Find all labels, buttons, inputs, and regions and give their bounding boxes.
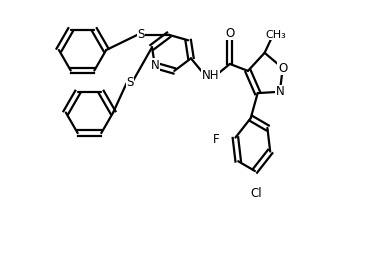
Text: F: F (213, 133, 219, 146)
Text: CH₃: CH₃ (265, 30, 286, 40)
Text: N: N (151, 59, 159, 72)
Text: Cl: Cl (251, 187, 262, 200)
Text: O: O (225, 27, 234, 40)
Text: S: S (126, 76, 134, 88)
Text: S: S (137, 28, 145, 41)
Text: N: N (276, 85, 284, 98)
Text: NH: NH (202, 69, 219, 81)
Text: O: O (278, 62, 287, 75)
